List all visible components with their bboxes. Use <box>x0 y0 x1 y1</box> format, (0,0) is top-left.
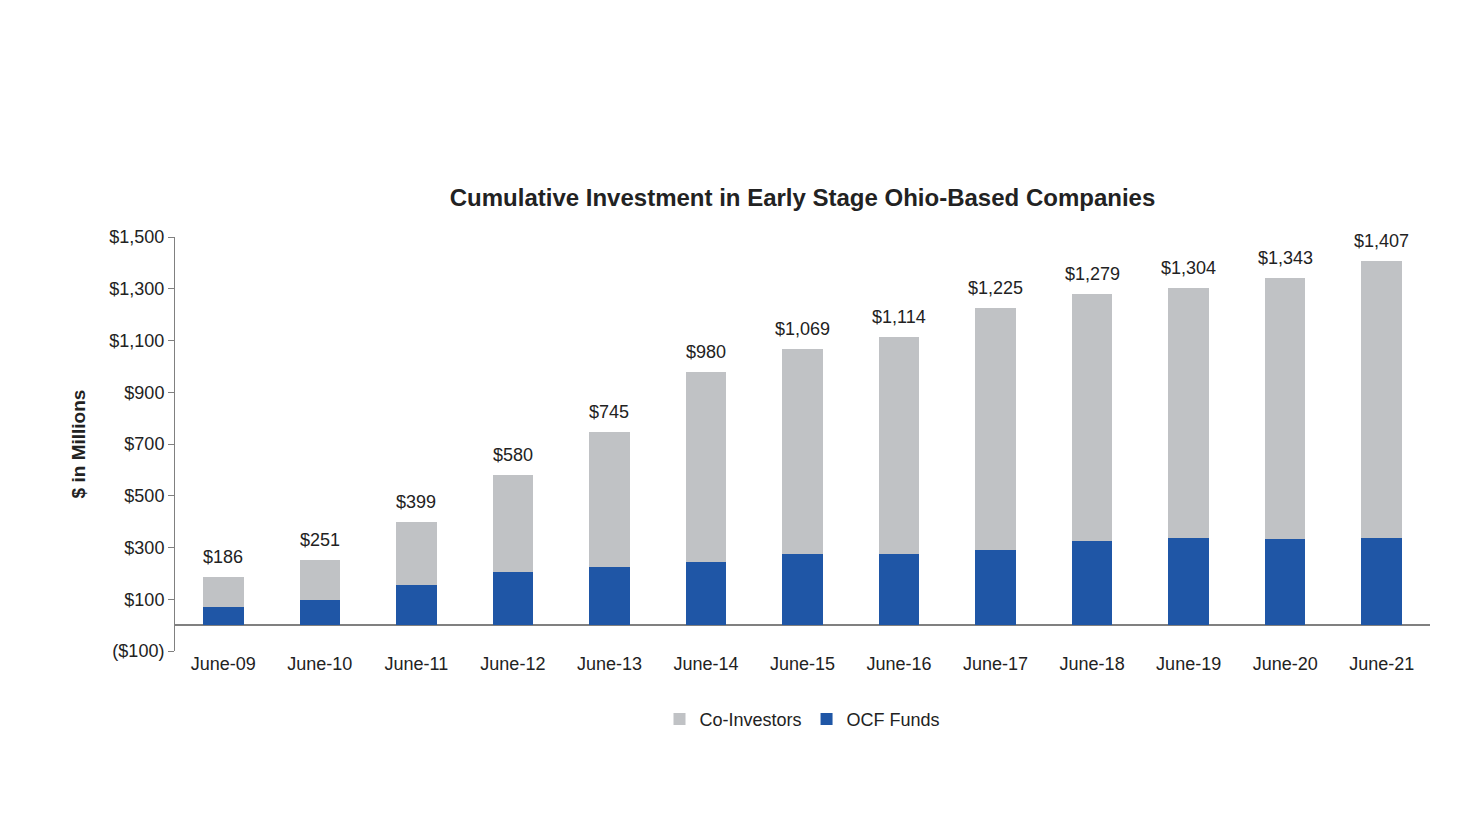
svg-text:Cumulative Investment in Early: Cumulative Investment in Early Stage Ohi… <box>450 184 1156 211</box>
svg-text:$1,300: $1,300 <box>109 279 164 299</box>
svg-text:$300: $300 <box>124 538 164 558</box>
svg-text:$186: $186 <box>203 547 243 567</box>
svg-text:June-09: June-09 <box>191 654 256 674</box>
svg-text:($100): ($100) <box>112 641 164 661</box>
svg-text:$1,279: $1,279 <box>1065 264 1120 284</box>
svg-text:$251: $251 <box>300 530 340 550</box>
svg-text:June-10: June-10 <box>287 654 352 674</box>
svg-text:$1,069: $1,069 <box>775 319 830 339</box>
svg-text:$1,225: $1,225 <box>968 278 1023 298</box>
svg-text:June-20: June-20 <box>1253 654 1318 674</box>
svg-text:$745: $745 <box>589 402 629 422</box>
svg-text:OCF Funds: OCF Funds <box>847 710 940 730</box>
svg-text:$100: $100 <box>124 590 164 610</box>
svg-text:June-13: June-13 <box>577 654 642 674</box>
svg-text:$399: $399 <box>396 492 436 512</box>
svg-text:$700: $700 <box>124 434 164 454</box>
svg-text:June-14: June-14 <box>673 654 738 674</box>
svg-text:$1,343: $1,343 <box>1258 248 1313 268</box>
svg-text:$1,304: $1,304 <box>1161 258 1216 278</box>
svg-text:Co-Investors: Co-Investors <box>700 710 802 730</box>
svg-text:$980: $980 <box>686 342 726 362</box>
svg-text:June-18: June-18 <box>1060 654 1125 674</box>
svg-text:June-17: June-17 <box>963 654 1028 674</box>
svg-text:$ in Millions: $ in Millions <box>68 390 89 499</box>
svg-text:June-15: June-15 <box>770 654 835 674</box>
svg-text:June-12: June-12 <box>480 654 545 674</box>
svg-text:$500: $500 <box>124 486 164 506</box>
svg-text:June-16: June-16 <box>867 654 932 674</box>
svg-text:June-21: June-21 <box>1349 654 1414 674</box>
svg-text:$1,500: $1,500 <box>109 227 164 247</box>
svg-text:June-19: June-19 <box>1156 654 1221 674</box>
svg-text:$1,100: $1,100 <box>109 331 164 351</box>
svg-text:$1,407: $1,407 <box>1354 231 1409 251</box>
svg-text:$1,114: $1,114 <box>872 307 926 327</box>
svg-text:$580: $580 <box>493 445 533 465</box>
svg-text:June-11: June-11 <box>384 654 448 674</box>
svg-text:$900: $900 <box>124 383 164 403</box>
